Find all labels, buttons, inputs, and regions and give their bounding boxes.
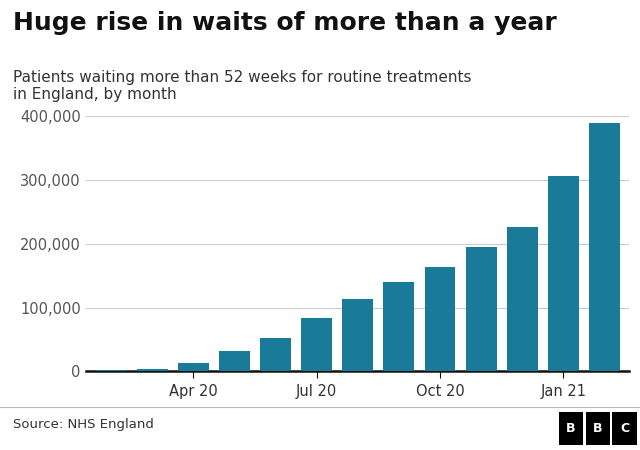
Bar bbox=[137, 369, 168, 371]
Text: Patients waiting more than 52 weeks for routine treatments
in England, by month: Patients waiting more than 52 weeks for … bbox=[13, 70, 471, 102]
Text: B: B bbox=[593, 422, 602, 435]
Bar bbox=[507, 227, 538, 371]
Text: Huge rise in waits of more than a year: Huge rise in waits of more than a year bbox=[13, 11, 557, 35]
Bar bbox=[342, 299, 373, 371]
Bar bbox=[548, 176, 579, 371]
Bar bbox=[301, 318, 332, 371]
Text: B: B bbox=[566, 422, 575, 435]
Bar bbox=[95, 370, 127, 371]
Bar bbox=[424, 267, 456, 371]
Bar bbox=[260, 338, 291, 371]
Text: Source: NHS England: Source: NHS England bbox=[13, 418, 154, 431]
Bar bbox=[466, 247, 497, 371]
Bar bbox=[383, 282, 414, 371]
Bar bbox=[178, 363, 209, 371]
Bar bbox=[219, 351, 250, 371]
Text: C: C bbox=[620, 422, 629, 435]
Bar bbox=[589, 122, 620, 371]
